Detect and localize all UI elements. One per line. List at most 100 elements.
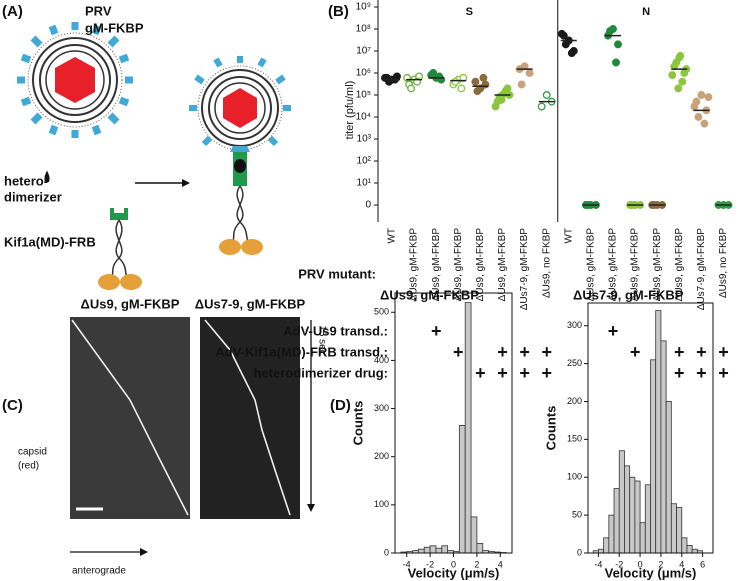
x-tick-label: 6 [700,559,705,569]
y-tick-label: 10⁹ [356,2,371,13]
y-tick-label: 100 [374,499,389,509]
bar [618,450,625,554]
y-axis-label: titer (pfu/ml) [344,81,356,140]
x-tick-label: 2 [474,559,479,569]
label: dimerizer [4,189,62,204]
y-tick-label: 50 [572,509,582,519]
label: gM-FKBP [85,20,144,35]
treatment-mark: + [718,363,729,383]
x-tick-label: ΔUs9, gM-FKBP [497,228,508,302]
data-point [451,77,460,86]
data-point [690,102,699,111]
y-tick-label: 300 [374,403,389,413]
x-tick-label: ΔUs9, gM-FKBP [674,228,685,302]
label: anterograde [72,566,126,577]
data-point [676,51,685,60]
treatment-mark: + [541,342,552,362]
x-axis-label: PRV mutant: [298,266,376,281]
x-tick-label: 4 [679,559,684,569]
bar [634,480,641,554]
plot-frame [587,302,714,554]
data-point [542,91,551,99]
x-tick-label: ΔUs9, no FKBP [541,228,552,298]
x-tick-label: ΔUs9, gM-FKBP [586,228,597,302]
data-point [435,72,444,81]
y-tick-label: 10¹ [357,178,372,189]
virus-left [17,22,133,138]
treatment-mark: + [519,342,530,362]
x-axis-label: Velocity (μm/s) [408,565,500,580]
y-tick-label: 0 [365,200,371,211]
y-tick-label: 400 [374,355,389,365]
x-tick-label: -2 [615,559,623,569]
bar [650,359,657,554]
bar [441,545,449,554]
bar [660,340,667,554]
bar [639,522,646,554]
y-tick-label: 250 [567,358,582,368]
x-tick-label: 2 [658,559,663,569]
bar [655,310,662,554]
treatment-mark: + [696,342,707,362]
x-tick-label: ΔUs9, no FKBP [718,228,729,298]
treatment-mark: + [696,363,707,383]
x-tick-label: 4 [498,559,503,569]
x-tick-label: ΔUs9, gM-FKBP [431,228,442,302]
data-point [491,102,500,111]
treatment-mark: + [453,342,464,362]
treatment-label: heterodimerizer drug: [254,365,388,380]
bar [423,546,431,554]
dimerizer-drop [44,170,50,182]
chart-title: ΔUs9, gM-FKBP [380,287,479,302]
bar [629,476,636,554]
data-point [497,95,506,104]
x-tick-label: WT [387,228,398,244]
y-tick-label: 10³ [357,134,372,145]
y-tick-label: 10⁴ [356,112,371,123]
kymo-title: ΔUs7-9, gM-FKBP [195,296,306,311]
y-tick-label: 10⁷ [356,46,371,57]
data-point [697,91,706,99]
data-point [694,113,703,121]
y-axis-label: Counts [543,406,558,451]
x-tick-label: ΔUs9, gM-FKBP [453,228,464,302]
data-point [612,58,620,67]
plot-frame [394,292,513,554]
bar [670,503,677,554]
x-tick-label: 0 [638,559,643,569]
treatment-mark: + [674,342,685,362]
x-tick-label: ΔUs7-9, gM-FKBP [696,228,707,311]
y-tick-label: 0 [384,547,389,557]
x-tick-label: -2 [426,559,434,569]
x-tick-label: ΔUs9, gM-FKBP [475,228,486,302]
panel-label: (D) [330,397,351,414]
x-tick-label: ΔUs9, gM-FKBP [630,228,641,302]
data-point [525,69,534,77]
x-tick-label: ΔUs9, gM-FKBP [409,228,420,302]
bar [665,401,672,554]
data-point [700,119,709,128]
kymo-track [204,319,291,516]
y-tick-label: 200 [567,396,582,406]
panel-label: (C) [2,397,23,414]
y-tick-label: 10⁶ [356,68,371,79]
y-tick-label: 300 [567,320,582,330]
data-point [473,87,482,96]
bar [691,548,698,554]
x-tick-label: -4 [594,559,602,569]
kymo-title: ΔUs9, gM-FKBP [81,296,180,311]
bar [681,537,688,554]
motor-left [98,208,142,290]
label: 15 sec [316,325,327,354]
treatment-mark: + [497,342,508,362]
bar [429,545,437,554]
data-point [517,80,526,89]
y-tick-label: 100 [567,472,582,482]
y-axis-label: Counts [350,401,365,446]
chart-title: ΔUs7-9, gM-FKBP [573,287,684,302]
data-point [668,71,677,80]
bar [676,507,683,554]
bar [613,488,620,554]
treatment-mark: + [718,342,729,362]
